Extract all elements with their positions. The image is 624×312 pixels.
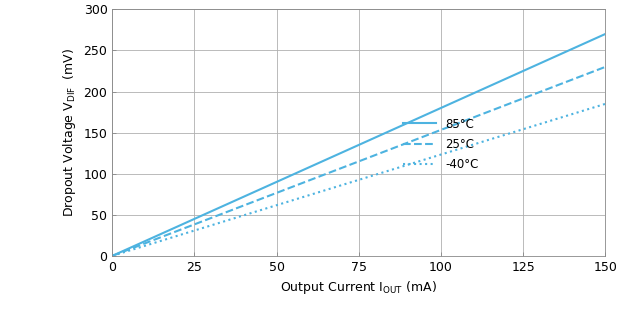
85°C: [602, 32, 609, 36]
25°C: [402, 142, 409, 145]
-40°C: [602, 102, 609, 106]
X-axis label: Output Current I$_\mathrm{OUT}$ (mA): Output Current I$_\mathrm{OUT}$ (mA): [280, 279, 437, 296]
Line: 25°C: 25°C: [112, 67, 605, 256]
25°C: [109, 254, 116, 258]
Legend: 85°C, 25°C, -40°C: 85°C, 25°C, -40°C: [398, 113, 484, 175]
85°C: [402, 122, 409, 126]
Y-axis label: Dropout Voltage V$_\mathrm{DIF}$  (mV): Dropout Voltage V$_\mathrm{DIF}$ (mV): [61, 48, 78, 217]
25°C: [602, 65, 609, 69]
Line: 85°C: 85°C: [112, 34, 605, 256]
-40°C: [524, 126, 532, 130]
-40°C: [411, 161, 418, 165]
85°C: [110, 253, 118, 257]
-40°C: [401, 164, 408, 168]
-40°C: [555, 116, 563, 120]
85°C: [109, 254, 116, 258]
25°C: [555, 83, 563, 86]
-40°C: [402, 163, 409, 167]
Line: -40°C: -40°C: [112, 104, 605, 256]
85°C: [411, 118, 418, 122]
25°C: [401, 142, 408, 146]
85°C: [555, 53, 563, 57]
85°C: [401, 123, 408, 126]
-40°C: [110, 253, 118, 257]
25°C: [524, 95, 532, 99]
-40°C: [109, 254, 116, 258]
85°C: [524, 67, 532, 71]
25°C: [110, 253, 118, 257]
25°C: [411, 138, 418, 142]
